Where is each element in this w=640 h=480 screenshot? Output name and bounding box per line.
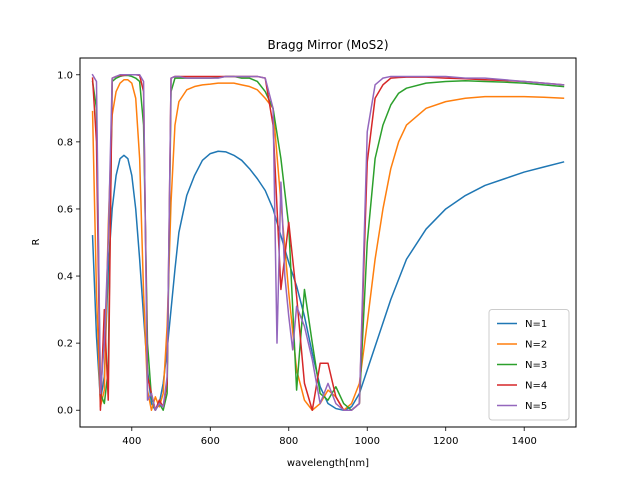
y-tick-label: 0.8: [57, 137, 73, 148]
series-line-5: [91, 73, 565, 411]
x-tick-label: 600: [201, 436, 220, 447]
y-tick-label: 0.2: [57, 339, 73, 350]
y-tick-label: 0.6: [57, 204, 73, 215]
x-tick-label: 1400: [511, 436, 536, 447]
x-axis-label: wavelength[nm]: [287, 458, 369, 469]
y-tick-label: 1.0: [57, 70, 73, 81]
chart-title: Bragg Mirror (MoS2): [267, 38, 388, 52]
x-axis-ticks: 400 600 800 1000 1200 1400: [122, 427, 537, 447]
legend-label: N=3: [525, 360, 547, 371]
y-tick-label: 0.0: [57, 406, 73, 417]
y-tick-label: 0.4: [57, 272, 73, 283]
x-tick-label: 800: [279, 436, 298, 447]
series-line-2: [91, 79, 565, 411]
y-axis-ticks: 0.0 0.2 0.4 0.6 0.8 1.0: [57, 70, 80, 417]
plot-area: [79, 57, 577, 428]
series-line-3: [91, 74, 565, 411]
x-tick-label: 1200: [433, 436, 458, 447]
legend: N=1 N=2 N=3 N=4 N=5: [488, 309, 570, 421]
legend-label: N=5: [525, 401, 547, 412]
x-tick-label: 1000: [355, 436, 380, 447]
x-tick-label: 400: [122, 436, 141, 447]
legend-label: N=2: [525, 340, 547, 351]
axes-frame: [79, 57, 577, 428]
series-line-1: [91, 150, 565, 411]
y-axis-label: R: [31, 238, 42, 245]
legend-label: N=4: [525, 381, 547, 392]
series-group: [91, 73, 565, 411]
legend-label: N=1: [525, 319, 547, 330]
legend-box: [488, 309, 570, 421]
